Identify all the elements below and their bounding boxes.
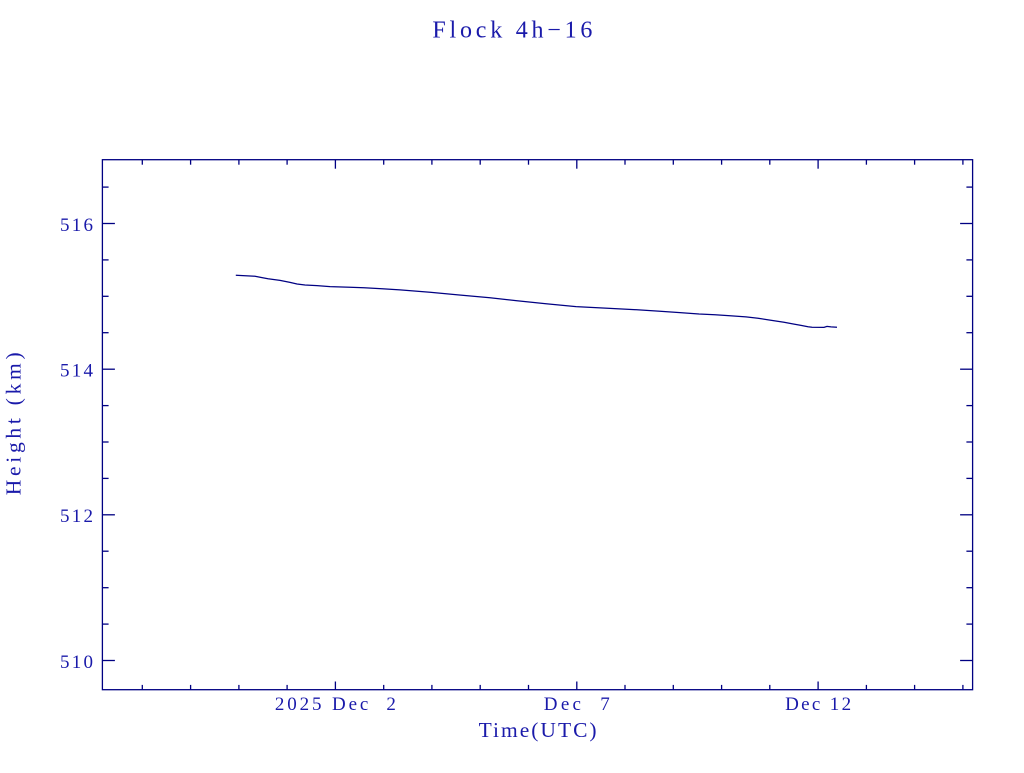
svg-text:512: 512	[60, 506, 93, 527]
svg-text:516: 516	[60, 215, 93, 236]
svg-text:510: 510	[60, 652, 93, 673]
svg-text:Time(UTC): Time(UTC)	[479, 718, 597, 742]
svg-text:2025 Dec 2: 2025 Dec 2	[275, 694, 396, 715]
svg-text:Dec 12: Dec 12	[785, 694, 851, 715]
svg-text:Flock 4h−16: Flock 4h−16	[432, 18, 592, 44]
svg-text:Height (km): Height (km)	[2, 352, 26, 495]
svg-text:Dec 7: Dec 7	[544, 694, 610, 715]
svg-text:514: 514	[60, 360, 94, 381]
